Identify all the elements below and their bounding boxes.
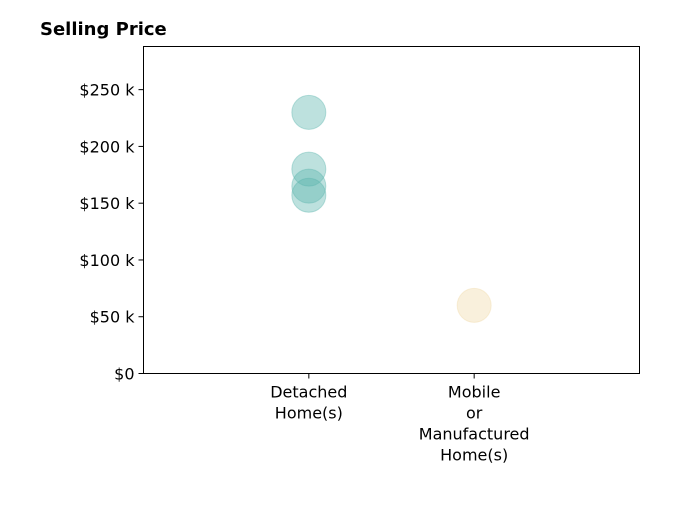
data-points [291,94,492,323]
y-tick-label: $150 k [79,194,135,213]
y-tick-label: $0 [114,365,134,384]
y-tick-label: $250 k [79,81,135,100]
data-point [456,287,492,323]
data-point [291,177,327,213]
data-point [291,94,327,130]
y-tick-label: $50 k [90,308,136,327]
y-tick-label: $100 k [79,251,135,270]
y-axis: $0 $50 k $100 k $150 k $200 k $250 k [79,81,144,384]
x-axis: Detached Home(s) Mobile or Manufactured Home(… [270,373,530,465]
data-point [291,168,327,204]
chart-title: Selling Price [40,19,167,40]
x-tick-label: Mobile or Manufactured Home(s) [419,383,530,465]
data-point [291,151,327,187]
plot-area [143,46,640,374]
y-tick-label: $200 k [79,137,135,156]
x-tick-label: Detached Home(s) [270,383,347,423]
